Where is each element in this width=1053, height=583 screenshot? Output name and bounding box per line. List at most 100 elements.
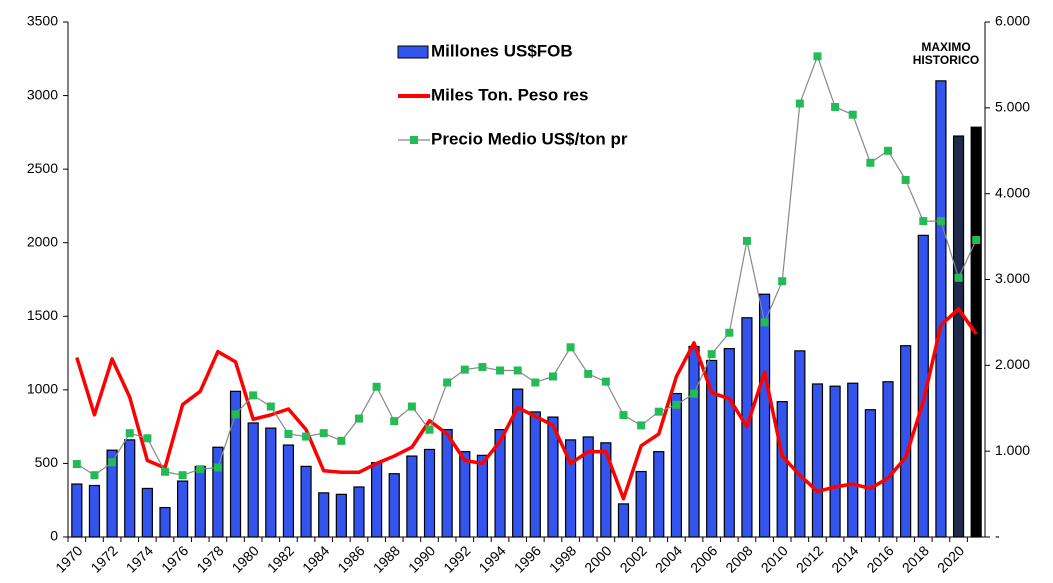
annotation: HISTORICO xyxy=(913,53,979,67)
y-tick-label: 1000 xyxy=(27,381,58,397)
marker xyxy=(742,236,751,245)
marker xyxy=(337,436,346,445)
line xyxy=(75,307,978,501)
marker xyxy=(213,463,222,472)
bar xyxy=(406,455,418,538)
x-tick-label: 2010 xyxy=(758,542,791,575)
marker xyxy=(496,366,505,375)
marker xyxy=(249,391,258,400)
y2-tick-label: 5.000 xyxy=(995,99,1030,115)
marker xyxy=(284,430,293,438)
marker xyxy=(72,460,81,469)
x-tick-label: 1984 xyxy=(299,542,332,575)
marker xyxy=(125,429,134,438)
marker xyxy=(160,467,169,476)
marker xyxy=(936,217,945,226)
marker xyxy=(266,402,275,411)
bar xyxy=(194,465,206,538)
y-tick-label: 1500 xyxy=(27,307,58,323)
marker xyxy=(372,382,381,391)
marker xyxy=(760,318,769,327)
bar xyxy=(829,385,841,538)
x-tick-label: 1986 xyxy=(334,542,367,575)
bar xyxy=(706,359,718,538)
x-tick-label: 1990 xyxy=(405,542,438,575)
annotation: MAXIMO xyxy=(921,40,970,54)
marker xyxy=(637,421,646,430)
line xyxy=(76,55,977,476)
bar xyxy=(177,480,189,538)
bar xyxy=(88,484,101,538)
marker xyxy=(601,377,610,386)
marker xyxy=(513,366,522,375)
marker xyxy=(108,458,117,467)
bar xyxy=(371,462,383,538)
bar xyxy=(335,493,347,538)
y-tick-label: 3000 xyxy=(27,86,58,102)
x-tick-label: 1988 xyxy=(370,542,403,575)
marker xyxy=(584,369,593,378)
bar xyxy=(847,382,859,538)
bar xyxy=(794,350,806,538)
bar xyxy=(512,388,524,538)
bar xyxy=(300,465,312,538)
marker xyxy=(443,378,452,387)
x-tick-label: 2004 xyxy=(652,542,685,575)
bar xyxy=(159,506,171,538)
marker xyxy=(460,365,469,374)
y-tick-label: 2000 xyxy=(27,233,58,249)
x-tick-label: 1998 xyxy=(546,542,579,575)
bar xyxy=(547,416,559,538)
marker xyxy=(478,363,487,372)
bar xyxy=(670,392,682,538)
marker xyxy=(566,343,575,352)
bar xyxy=(564,439,577,538)
bar xyxy=(811,383,824,538)
legend-label: Miles Ton. Peso res xyxy=(431,85,588,104)
x-tick-label: 2006 xyxy=(687,542,720,575)
bar xyxy=(247,422,259,538)
bar xyxy=(758,293,771,538)
marker xyxy=(196,465,205,474)
bar xyxy=(106,449,118,538)
marker xyxy=(866,158,875,167)
bar xyxy=(212,446,224,538)
marker xyxy=(407,402,416,411)
x-tick-label: 2018 xyxy=(899,542,932,575)
y2-tick-label: 4.000 xyxy=(995,184,1030,200)
y-tick-label: 0 xyxy=(50,528,58,544)
legend-label: Millones US$FOB xyxy=(431,41,573,60)
bar xyxy=(776,401,788,538)
bar xyxy=(459,451,471,538)
y2-tick-label: 2.000 xyxy=(995,356,1030,372)
x-tick-label: 1970 xyxy=(52,542,85,575)
y-tick-label: 3500 xyxy=(27,13,58,29)
marker xyxy=(390,417,399,426)
y2-tick-label: 1.000 xyxy=(995,442,1030,458)
marker xyxy=(901,175,910,184)
legend-label: Precio Medio US$/ton pr xyxy=(431,129,628,148)
x-tick-label: 1994 xyxy=(475,542,508,575)
bar xyxy=(864,409,876,538)
marker xyxy=(531,378,540,387)
marker xyxy=(919,217,928,226)
x-tick-label: 2016 xyxy=(863,542,896,575)
y-tick-label: 500 xyxy=(35,454,59,470)
bar xyxy=(617,503,630,538)
x-tick-label: 2008 xyxy=(722,542,755,575)
bar xyxy=(882,381,894,538)
bar xyxy=(423,448,436,538)
bar xyxy=(600,442,612,538)
bar xyxy=(441,428,453,538)
legend-swatch xyxy=(397,45,429,59)
marker xyxy=(302,432,311,441)
y2-tick-label: - xyxy=(995,528,1000,544)
bar xyxy=(582,436,594,538)
x-tick-label: 1996 xyxy=(511,542,544,575)
marker xyxy=(690,389,699,398)
marker xyxy=(90,471,99,480)
y-tick-label: 2500 xyxy=(27,160,58,176)
x-tick-label: 2020 xyxy=(934,542,967,575)
marker xyxy=(972,236,981,245)
